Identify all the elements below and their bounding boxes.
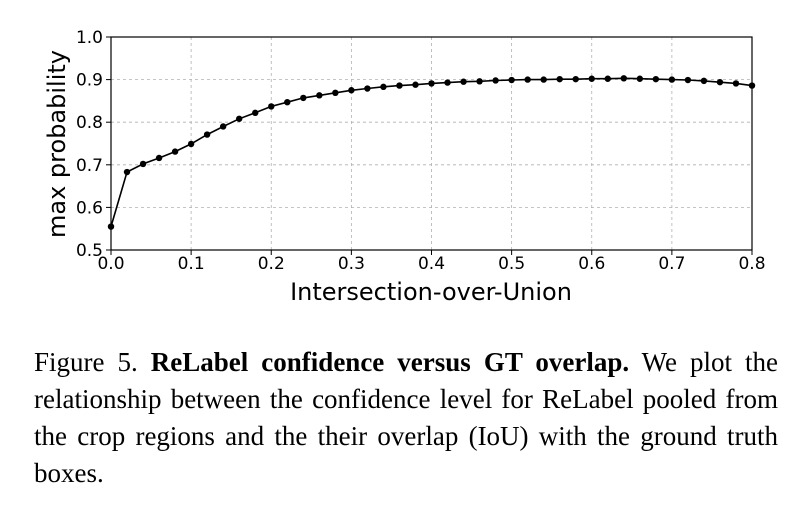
x-axis-title: Intersection-over-Union: [290, 278, 572, 306]
y-tick-label: 0.8: [76, 113, 103, 133]
y-tick-label: 0.5: [76, 241, 103, 261]
data-point: [268, 103, 275, 110]
data-point: [492, 77, 499, 84]
data-point: [684, 76, 692, 84]
data-point: [236, 115, 243, 122]
x-tick-label: 0.3: [338, 254, 365, 274]
data-point: [171, 148, 179, 155]
data-point: [652, 75, 660, 83]
data-point: [252, 109, 259, 117]
data-point: [620, 75, 627, 82]
x-tick-label: 0.4: [418, 254, 445, 274]
caption-body: We plot the relationship between the con…: [34, 347, 778, 488]
data-point: [139, 160, 147, 168]
data-point: [428, 80, 435, 87]
y-tick-label: 1.0: [76, 28, 103, 48]
caption-prefix: Figure 5.: [34, 347, 151, 377]
data-point: [203, 131, 211, 138]
data-point: [316, 92, 323, 99]
data-point: [300, 94, 307, 102]
data-point: [332, 89, 339, 97]
data-point: [219, 123, 227, 130]
data-point: [748, 82, 756, 89]
data-point: [588, 75, 595, 82]
data-point: [284, 98, 291, 106]
data-point: [444, 79, 451, 86]
x-tick-label: 0.5: [498, 254, 525, 274]
data-point: [700, 77, 708, 85]
x-tick-label: 0.0: [97, 254, 124, 274]
data-point: [668, 76, 676, 83]
y-tick-label: 0.7: [76, 156, 103, 176]
data-point: [540, 76, 547, 83]
data-point: [716, 78, 724, 86]
figure-caption: Figure 5. ReLabel confidence versus GT o…: [34, 344, 778, 492]
data-point: [348, 87, 355, 94]
y-tick-label: 0.9: [76, 71, 103, 91]
data-point: [524, 76, 531, 83]
data-point: [732, 80, 740, 87]
x-tick-label: 0.1: [178, 254, 205, 274]
y-axis-title: max probability: [43, 50, 71, 238]
caption-title: ReLabel confidence versus GT overlap.: [150, 347, 630, 377]
x-tick-label: 0.2: [258, 254, 285, 274]
data-point: [412, 81, 419, 88]
data-point: [155, 154, 163, 162]
data-point: [476, 78, 483, 85]
data-point: [604, 75, 611, 82]
data-point: [508, 76, 515, 84]
x-tick-label: 0.8: [738, 254, 765, 274]
y-tick-label: 0.6: [76, 198, 103, 218]
series-layer: [107, 75, 756, 230]
data-point: [572, 75, 579, 83]
data-point: [396, 82, 403, 89]
data-point: [123, 168, 131, 176]
data-point: [460, 78, 467, 85]
data-point: [380, 83, 387, 91]
axis-ticks: 0.0 0.1 0.2 0.3 0.4 0.5 0.6 0.7 0.8 0.5 0.6 0.7 0.8 0…: [76, 28, 766, 274]
grid-lines: [110, 36, 753, 251]
data-point: [187, 140, 195, 148]
x-tick-label: 0.6: [578, 254, 605, 274]
data-point: [364, 85, 371, 92]
x-tick-label: 0.7: [658, 254, 685, 274]
line-chart: 0.0 0.1 0.2 0.3 0.4 0.5 0.6 0.7 0.8 0.5 0.6 0.7 0.8 0…: [43, 28, 766, 306]
data-point: [636, 75, 644, 82]
data-point: [556, 75, 563, 83]
data-point: [107, 223, 115, 230]
